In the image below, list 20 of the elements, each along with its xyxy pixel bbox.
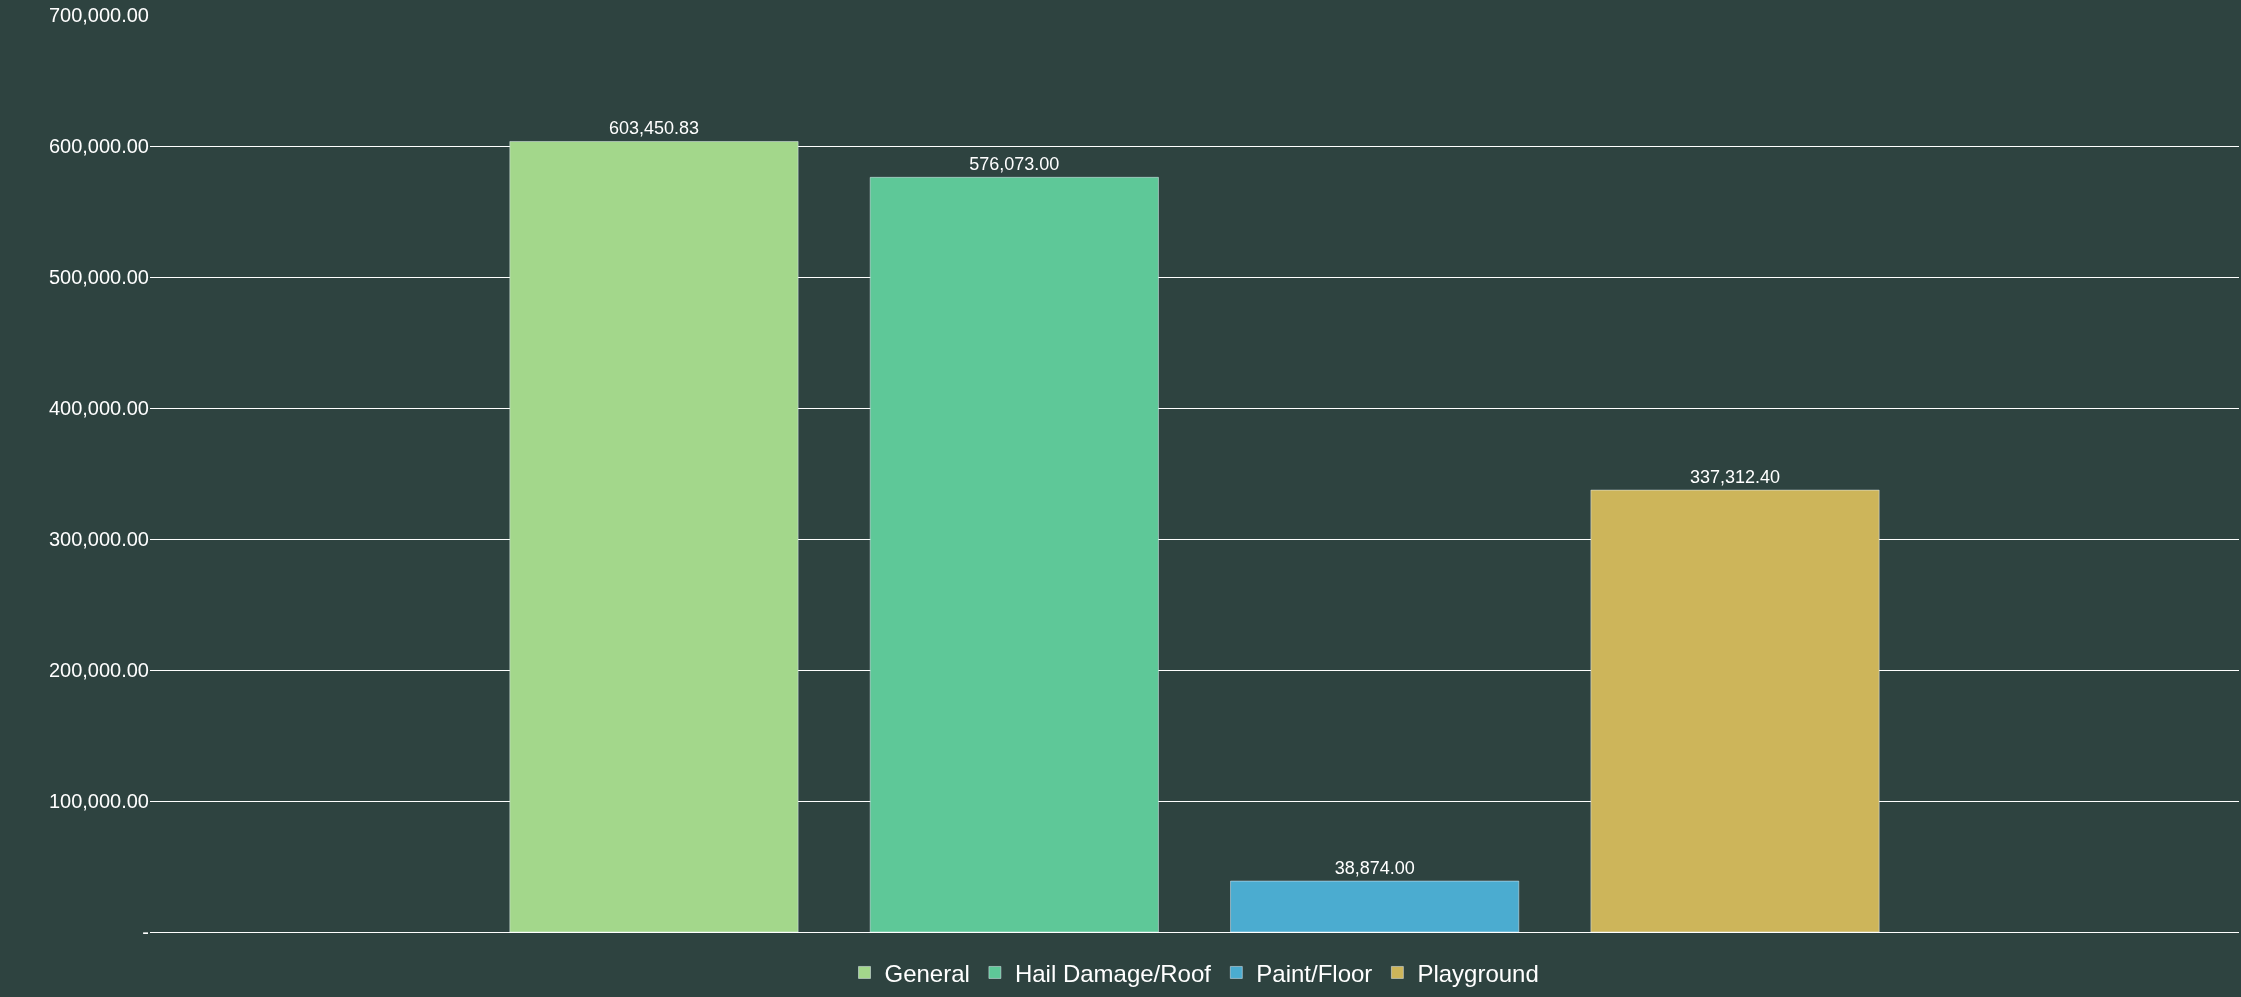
legend-label: Hail Damage/Roof xyxy=(1014,959,1212,987)
y-tick-label: - xyxy=(142,921,149,943)
y-tick-label: 100,000.00 xyxy=(48,790,149,812)
data-label: 38,874.00 xyxy=(1334,858,1415,879)
legend-label: Paint/Floor xyxy=(1256,959,1373,987)
y-tick-label: 400,000.00 xyxy=(48,397,149,419)
bar xyxy=(1230,880,1520,932)
data-label: 337,312.40 xyxy=(1689,467,1781,488)
bar xyxy=(509,141,799,932)
y-tick-label: 600,000.00 xyxy=(48,135,149,157)
legend-label: General xyxy=(884,959,970,987)
data-label: 576,073.00 xyxy=(969,154,1060,175)
bar xyxy=(1590,489,1880,932)
legend-label: Playground xyxy=(1417,959,1539,987)
y-tick-label: 500,000.00 xyxy=(48,266,149,288)
y-tick-label: 700,000.00 xyxy=(48,4,149,26)
y-tick-label: 200,000.00 xyxy=(48,659,149,681)
y-tick-label: 300,000.00 xyxy=(48,528,149,550)
bar xyxy=(869,177,1159,932)
data-label: 603,450.83 xyxy=(608,118,700,139)
